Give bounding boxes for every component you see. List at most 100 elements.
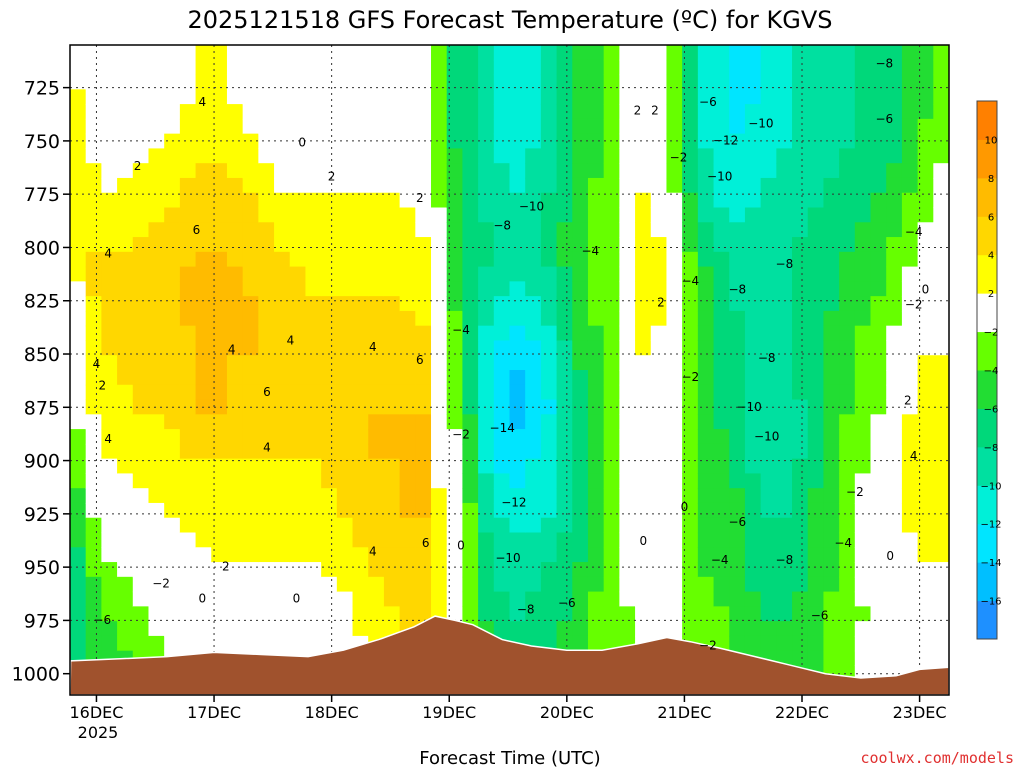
temperature-cell (807, 296, 825, 312)
temperature-cell (682, 266, 699, 282)
temperature-cell (901, 163, 919, 179)
temperature-cell (744, 414, 762, 430)
temperature-cell (195, 118, 212, 135)
temperature-cell (70, 502, 87, 519)
temperature-cell (242, 192, 259, 209)
temperature-cell (70, 532, 87, 548)
temperature-cell (179, 370, 197, 386)
temperature-cell (587, 281, 605, 297)
temperature-cell (572, 414, 589, 430)
temperature-cell (525, 325, 542, 342)
temperature-cell (321, 148, 338, 164)
temperature-cell (587, 340, 605, 356)
temperature-cell (603, 562, 620, 578)
temperature-cell (226, 621, 244, 637)
temperature-cell (352, 163, 369, 179)
temperature-cell (431, 488, 448, 504)
temperature-cell (305, 429, 322, 445)
temperature-cell (933, 384, 949, 401)
temperature-cell (540, 296, 558, 312)
temperature-cell (258, 325, 275, 342)
temperature-cell (713, 118, 730, 135)
contour-label: 4 (228, 342, 236, 356)
temperature-cell (336, 606, 354, 622)
temperature-cell (211, 281, 228, 297)
temperature-cell (305, 473, 322, 489)
temperature-cell (399, 458, 416, 475)
temperature-cell (478, 192, 495, 209)
temperature-cell (132, 45, 150, 61)
temperature-cell (807, 59, 825, 76)
temperature-cell (446, 606, 464, 622)
temperature-cell (901, 414, 919, 430)
temperature-cell (352, 207, 369, 223)
temperature-cell (226, 89, 244, 105)
temperature-cell (164, 89, 181, 105)
temperature-cell (148, 576, 165, 593)
temperature-cell (870, 59, 887, 76)
y-tick-label: 725 (24, 78, 60, 100)
temperature-cell (368, 148, 385, 164)
temperature-cell (446, 207, 464, 223)
temperature-cell (556, 532, 573, 548)
temperature-cell (258, 429, 275, 445)
temperature-cell (776, 473, 793, 489)
temperature-cell (635, 59, 652, 76)
temperature-cell (933, 414, 949, 430)
temperature-cell (917, 429, 934, 445)
temperature-cell (164, 429, 181, 445)
temperature-cell (556, 547, 573, 563)
temperature-cell (179, 148, 197, 164)
temperature-cell (839, 517, 856, 534)
temperature-cell (792, 370, 809, 386)
temperature-cell (446, 148, 464, 164)
temperature-cell (729, 443, 746, 460)
temperature-cell (807, 281, 825, 297)
temperature-cell (917, 118, 934, 135)
temperature-cell (148, 443, 165, 460)
temperature-cell (462, 547, 479, 563)
temperature-cell (729, 340, 746, 356)
temperature-cell (70, 635, 87, 652)
contour-label: −8 (517, 602, 535, 616)
temperature-cell (917, 502, 934, 519)
colorbar-swatch (977, 101, 997, 140)
temperature-cell (854, 650, 872, 667)
temperature-cell (870, 251, 887, 268)
temperature-cell (901, 325, 919, 342)
temperature-cell (870, 458, 887, 475)
temperature-cell (321, 370, 338, 386)
temperature-cell (274, 104, 291, 120)
temperature-cell (619, 384, 636, 401)
temperature-cell (336, 177, 354, 194)
temperature-cell (776, 163, 793, 179)
temperature-cell (478, 502, 495, 519)
temperature-cell (336, 576, 354, 593)
temperature-cell (854, 635, 872, 652)
temperature-cell (525, 488, 542, 504)
temperature-cell (587, 133, 605, 150)
temperature-cell (792, 517, 809, 534)
temperature-cell (509, 443, 526, 460)
temperature-cell (933, 621, 949, 637)
contour-label: −12 (713, 133, 738, 147)
contour-label: 0 (298, 136, 306, 150)
temperature-cell (85, 562, 102, 578)
temperature-cell (431, 443, 448, 460)
temperature-cell (556, 89, 573, 105)
temperature-cell (101, 104, 118, 120)
temperature-cell (352, 355, 369, 371)
temperature-cell (650, 547, 668, 563)
temperature-cell (164, 163, 181, 179)
temperature-cell (274, 74, 291, 90)
y-tick-label: 975 (24, 610, 60, 632)
temperature-cell (242, 562, 259, 578)
temperature-cell (697, 89, 715, 105)
temperature-cell (148, 621, 165, 637)
temperature-cell (462, 517, 479, 534)
temperature-cell (383, 562, 401, 578)
temperature-cell (933, 591, 949, 607)
temperature-cell (462, 118, 479, 135)
temperature-cell (164, 473, 181, 489)
temperature-cell (603, 266, 620, 282)
